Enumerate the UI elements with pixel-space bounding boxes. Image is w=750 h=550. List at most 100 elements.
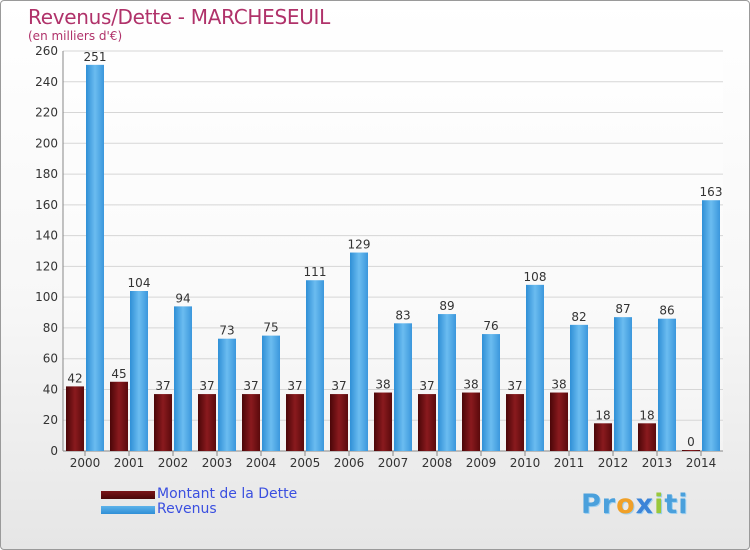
y-tick-label: 260 [35,44,58,58]
bar-dette [594,423,612,451]
bar-revenus [570,324,588,451]
data-label-dette: 38 [375,378,390,392]
data-label-dette: 18 [595,408,610,422]
legend-swatch-revenus [101,505,155,514]
x-tick-label: 2008 [422,456,453,470]
x-tick-label: 2014 [686,456,717,470]
data-label-revenus: 108 [524,270,547,284]
bar-revenus [218,338,236,451]
x-tick-label: 2005 [290,456,321,470]
data-label-revenus: 86 [659,304,674,318]
legend-item-revenus: Revenus [101,502,297,517]
bar-dette [66,386,84,451]
data-label-dette: 37 [287,379,302,393]
data-label-dette: 45 [111,367,126,381]
x-tick-label: 2007 [378,456,409,470]
data-label-dette: 0 [687,435,695,449]
bar-revenus [482,334,500,451]
chart-title: Revenus/Dette - MARCHESEUIL [28,5,330,29]
y-tick-label: 100 [35,290,58,304]
y-tick-label: 120 [35,259,58,273]
data-label-dette: 37 [507,379,522,393]
x-tick-label: 2001 [114,456,145,470]
y-tick-label: 220 [35,106,58,120]
chart-subtitle: (en milliers d'€) [28,29,123,43]
data-label-revenus: 129 [348,238,371,252]
bar-dette [638,423,656,451]
data-label-revenus: 89 [439,299,454,313]
data-label-dette: 37 [155,379,170,393]
data-label-revenus: 94 [175,291,190,305]
x-tick-label: 2009 [466,456,497,470]
y-tick-label: 0 [50,444,58,458]
x-tick-label: 2011 [554,456,585,470]
bar-revenus [306,280,324,451]
bar-revenus [86,64,104,451]
y-tick-label: 160 [35,198,58,212]
bar-revenus [130,291,148,451]
data-label-revenus: 163 [700,185,723,199]
x-tick-label: 2002 [158,456,189,470]
legend-item-debt: Montant de la Dette [101,487,297,502]
bar-revenus [702,200,720,451]
data-label-dette: 37 [419,379,434,393]
data-label-revenus: 111 [304,265,327,279]
proxiti-logo: Proxiti [581,489,689,520]
data-label-dette: 18 [639,408,654,422]
legend: Montant de la Dette Revenus [101,487,297,517]
legend-label-debt: Montant de la Dette [157,486,298,502]
bar-dette [154,394,172,451]
bar-dette [286,394,304,451]
bar-dette [550,392,568,451]
data-label-revenus: 76 [483,319,498,333]
bar-dette [374,392,392,451]
x-tick-label: 2010 [510,456,541,470]
bar-dette [682,450,700,451]
bar-revenus [394,323,412,451]
bar-dette [110,381,128,451]
bar-revenus [350,252,368,451]
x-tick-label: 2004 [246,456,277,470]
x-tick-label: 2000 [70,456,101,470]
bar-revenus [174,306,192,451]
bar-dette [462,392,480,451]
data-label-revenus: 83 [395,308,410,322]
data-label-revenus: 75 [263,321,278,335]
bar-dette [418,394,436,451]
data-label-dette: 38 [463,378,478,392]
bar-revenus [614,317,632,451]
bar-revenus [262,335,280,451]
bar-dette [506,394,524,451]
y-tick-label: 140 [35,229,58,243]
bar-revenus [658,318,676,451]
y-tick-label: 240 [35,75,58,89]
data-label-dette: 38 [551,378,566,392]
y-tick-label: 200 [35,136,58,150]
x-tick-label: 2003 [202,456,233,470]
bar-dette [330,394,348,451]
y-tick-label: 180 [35,167,58,181]
bar-dette [242,394,260,451]
data-label-revenus: 87 [615,302,630,316]
y-tick-label: 80 [43,321,58,335]
legend-label-revenus: Revenus [157,501,217,517]
y-tick-label: 60 [43,352,58,366]
bar-dette [198,394,216,451]
plot-area [63,51,723,451]
data-label-dette: 42 [67,371,82,385]
data-label-revenus: 104 [128,276,151,290]
y-tick-label: 20 [43,413,58,427]
data-label-revenus: 73 [219,324,234,338]
data-label-revenus: 251 [84,50,107,64]
bar-revenus [438,314,456,451]
data-label-dette: 37 [331,379,346,393]
x-tick-label: 2012 [598,456,629,470]
legend-swatch-debt [101,490,155,499]
x-tick-label: 2006 [334,456,365,470]
data-label-dette: 37 [243,379,258,393]
y-tick-label: 40 [43,382,58,396]
data-label-revenus: 82 [571,310,586,324]
x-tick-label: 2013 [642,456,673,470]
bar-revenus [526,284,544,451]
